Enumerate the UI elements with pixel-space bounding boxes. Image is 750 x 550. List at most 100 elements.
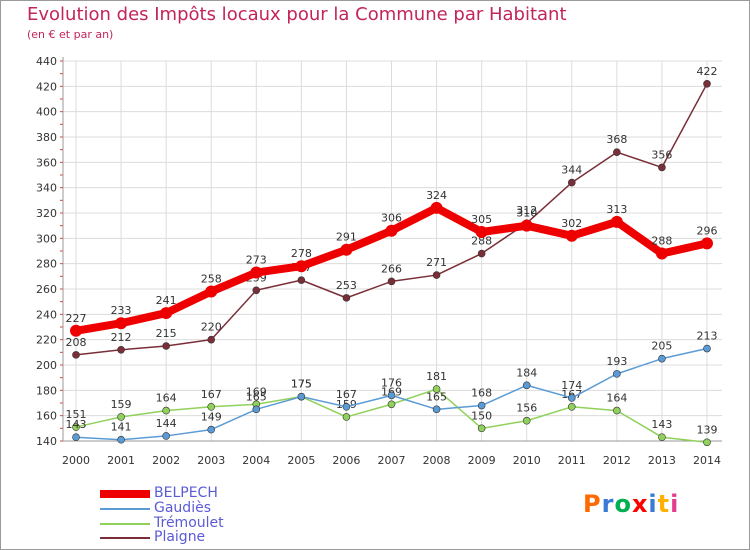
data-label-belpech: 306 [381, 212, 402, 225]
data-point-belpech [565, 229, 578, 242]
data-label-tremoulet: 181 [426, 370, 447, 383]
data-label-gaudies: 176 [381, 376, 402, 389]
x-tick-label: 2007 [378, 454, 406, 467]
y-tick-label: 420 [36, 80, 57, 93]
data-label-belpech: 278 [291, 247, 312, 260]
legend-label-gaudies: Gaudiès [154, 500, 211, 516]
y-tick-label: 240 [36, 308, 57, 321]
x-tick-label: 2002 [152, 454, 180, 467]
data-point-belpech [340, 243, 353, 256]
x-tick-label: 2011 [558, 454, 586, 467]
plot-area [63, 61, 722, 441]
data-label-plaigne: 368 [606, 133, 627, 146]
data-point-tremoulet [387, 400, 396, 409]
data-point-tremoulet [207, 402, 216, 411]
data-label-tremoulet: 151 [66, 408, 87, 421]
data-point-belpech [115, 317, 128, 330]
data-point-belpech [701, 237, 713, 250]
data-label-gaudies: 175 [291, 378, 312, 391]
data-label-plaigne: 208 [66, 336, 87, 349]
data-label-gaudies: 184 [516, 366, 537, 379]
data-point-plaigne [342, 294, 351, 302]
data-point-gaudies [703, 344, 711, 353]
chart-subtitle: (en € et par an) [27, 28, 114, 41]
data-point-gaudies [477, 401, 486, 410]
legend-item-plaigne: Plaigne [100, 529, 300, 545]
data-point-plaigne [297, 276, 306, 284]
data-label-plaigne: 212 [111, 331, 132, 344]
data-label-belpech: 241 [156, 294, 177, 307]
legend-label-tremoulet: Trémoulet [154, 515, 224, 531]
legend-swatch-belpech [100, 490, 150, 498]
logo-letter: x [631, 490, 649, 518]
data-label-plaigne: 271 [426, 256, 447, 269]
y-tick-label: 300 [36, 232, 57, 245]
data-point-gaudies [207, 425, 216, 434]
x-tick-label: 2010 [513, 454, 541, 467]
y-tick-label: 260 [36, 283, 57, 296]
data-label-belpech: 302 [561, 217, 582, 230]
proxiti-logo: Proxiti [583, 490, 679, 518]
chart-title: Evolution des Impôts locaux pour la Comm… [27, 4, 567, 25]
data-label-tremoulet: 150 [471, 409, 492, 422]
data-point-plaigne [252, 286, 261, 295]
data-point-tremoulet [658, 433, 666, 442]
data-point-plaigne [72, 351, 80, 359]
logo-letter: r [601, 490, 615, 518]
data-label-gaudies: 141 [111, 421, 132, 434]
data-label-gaudies: 149 [201, 411, 222, 424]
data-point-plaigne [117, 345, 125, 354]
data-point-plaigne [567, 178, 576, 187]
data-point-gaudies [432, 405, 441, 414]
data-point-tremoulet [477, 424, 486, 433]
y-tick-label: 360 [36, 156, 57, 169]
data-label-belpech: 227 [66, 312, 87, 325]
data-point-gaudies [117, 435, 125, 444]
data-point-gaudies [342, 402, 351, 411]
data-point-belpech [250, 266, 263, 279]
data-point-plaigne [207, 335, 216, 344]
data-point-tremoulet [613, 406, 621, 415]
data-label-gaudies: 167 [336, 388, 357, 401]
data-label-belpech: 310 [516, 207, 537, 220]
data-label-plaigne: 220 [201, 321, 222, 334]
logo-letter: i [670, 490, 680, 518]
data-label-belpech: 296 [697, 224, 718, 237]
data-point-gaudies [567, 394, 576, 402]
data-label-gaudies: 193 [606, 355, 627, 368]
data-label-gaudies: 168 [471, 387, 492, 400]
data-label-plaigne: 312 [516, 204, 537, 217]
legend-swatch-gaudies [100, 508, 150, 510]
data-point-belpech [205, 285, 218, 298]
x-tick-label: 2008 [423, 454, 451, 467]
y-tick-label: 180 [36, 384, 57, 397]
x-tick-label: 2009 [468, 454, 496, 467]
data-point-plaigne [387, 277, 396, 286]
data-point-gaudies [387, 391, 396, 400]
data-point-belpech [610, 215, 623, 228]
data-label-gaudies: 144 [156, 417, 177, 430]
y-tick-label: 200 [36, 359, 57, 372]
data-point-tremoulet [432, 385, 441, 393]
y-tick-label: 340 [36, 182, 57, 195]
data-point-plaigne [162, 342, 170, 350]
x-tick-label: 2001 [107, 454, 135, 467]
data-point-belpech [385, 224, 398, 237]
x-tick-label: 2013 [648, 454, 676, 467]
data-label-tremoulet: 164 [606, 392, 627, 405]
data-label-gaudies: 165 [426, 390, 447, 403]
x-tick-label: 2012 [603, 454, 631, 467]
legend-label-belpech: BELPECH [154, 485, 218, 501]
data-point-gaudies [613, 370, 621, 378]
data-label-belpech: 273 [246, 254, 267, 267]
data-label-plaigne: 356 [651, 148, 672, 161]
data-label-gaudies: 205 [651, 340, 672, 353]
x-tick-label: 2004 [242, 454, 270, 467]
x-tick-label: 2003 [197, 454, 225, 467]
data-label-belpech: 233 [111, 304, 132, 317]
data-point-plaigne [477, 249, 486, 258]
data-label-tremoulet: 169 [246, 385, 267, 398]
y-tick-label: 140 [36, 435, 57, 448]
data-point-belpech [475, 226, 488, 238]
